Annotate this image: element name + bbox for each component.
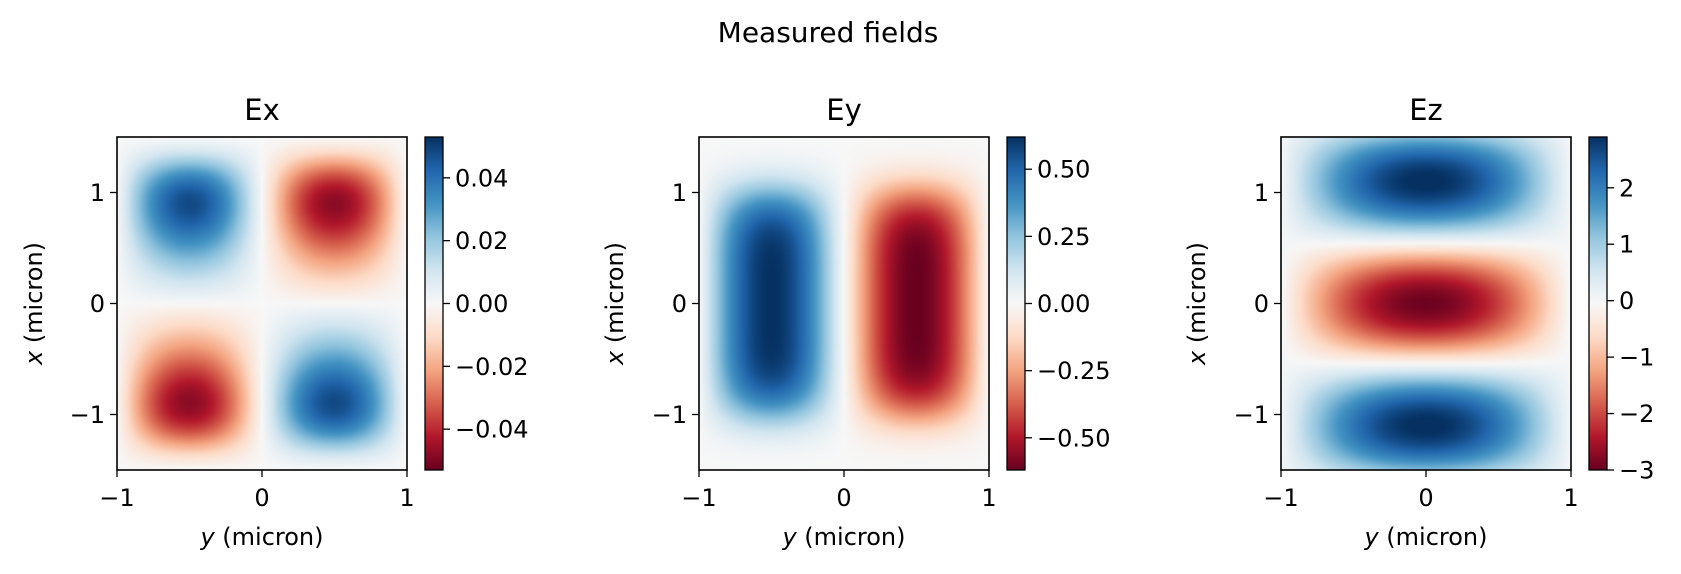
colorbar-tick-label: 0.50 — [1037, 156, 1090, 184]
y-tick-label: −1 — [70, 401, 105, 429]
panel-ey: Ey −1 0 1 −101 y (micron) x (micron) 0.500… — [601, 93, 1111, 551]
x-tick-label: 0 — [254, 484, 269, 512]
x-axis-label: y (micron) — [1363, 523, 1487, 551]
x-ticks: −1 0 1 — [681, 470, 997, 512]
colorbar-tick-label: 0.00 — [1037, 290, 1090, 318]
colorbar-tick-label: −1 — [1619, 344, 1654, 372]
y-tick-label: 0 — [672, 290, 687, 318]
y-ticks: −1 0 1 — [652, 179, 699, 429]
colorbar-tick-label: 0.02 — [455, 227, 508, 255]
x-tick-label: 0 — [1418, 484, 1433, 512]
colorbar-tick-label: 0.25 — [1037, 223, 1090, 251]
colorbar: 0.04 0.02 0.00 −0.02 −0.04 — [424, 136, 529, 471]
colorbar-tick-label: −0.02 — [455, 353, 529, 381]
x-tick-label: 1 — [1563, 484, 1578, 512]
panel-title: Ex — [244, 93, 280, 127]
y-tick-label: 0 — [90, 290, 105, 318]
colorbar-tick-label: 0 — [1619, 287, 1634, 315]
y-axis-label: x (micron) — [1183, 242, 1211, 366]
panel-title: Ez — [1409, 93, 1443, 127]
figure-title: Measured fields — [718, 16, 939, 49]
x-axis-label: y (micron) — [781, 523, 905, 551]
heatmap-image — [698, 136, 990, 471]
colorbar-tick-label: 2 — [1619, 174, 1634, 202]
colorbar: 0.50 0.25 0.00 −0.25 −0.50 — [1006, 136, 1111, 471]
x-tick-label: 0 — [836, 484, 851, 512]
panel-ez: Ez −1 0 1 −101 y (micron) x (micron) 210−1… — [1183, 93, 1654, 551]
heatmap-image — [116, 136, 408, 471]
heatmap-image — [1280, 136, 1572, 471]
y-tick-label: 1 — [1254, 179, 1269, 207]
x-tick-label: −1 — [99, 484, 134, 512]
y-tick-label: −1 — [1234, 401, 1269, 429]
panel-ex: Ex −1 0 1 −101 y (micron) x (micron) 0.040… — [20, 93, 529, 551]
x-tick-label: −1 — [681, 484, 716, 512]
colorbar-tick-label: 0.00 — [455, 290, 508, 318]
y-ticks: −1 0 1 — [1234, 179, 1281, 429]
colorbar-tick-label: −0.25 — [1037, 357, 1111, 385]
x-tick-label: −1 — [1263, 484, 1298, 512]
colorbar-tick-label: −2 — [1619, 400, 1654, 428]
y-ticks: −1 0 1 — [70, 179, 117, 429]
y-tick-label: −1 — [652, 401, 687, 429]
x-tick-label: 1 — [981, 484, 996, 512]
x-axis-label: y (micron) — [199, 523, 323, 551]
x-ticks: −1 0 1 — [1263, 470, 1579, 512]
x-ticks: −1 0 1 — [99, 470, 415, 512]
y-axis-label: x (micron) — [601, 242, 629, 366]
y-tick-label: 0 — [1254, 290, 1269, 318]
x-tick-label: 1 — [399, 484, 414, 512]
y-axis-label: x (micron) — [20, 242, 48, 366]
colorbar-tick-label: −0.50 — [1037, 424, 1111, 452]
y-tick-label: 1 — [90, 179, 105, 207]
colorbar-tick-label: 0.04 — [455, 164, 508, 192]
colorbar-tick-label: −3 — [1619, 457, 1654, 485]
panel-title: Ey — [826, 93, 862, 127]
colorbar: 2 1 0 −1 −2 −3 — [1588, 136, 1654, 485]
y-tick-label: 1 — [672, 179, 687, 207]
colorbar-tick-label: −0.04 — [455, 416, 529, 444]
colorbar-tick-label: 1 — [1619, 231, 1634, 259]
